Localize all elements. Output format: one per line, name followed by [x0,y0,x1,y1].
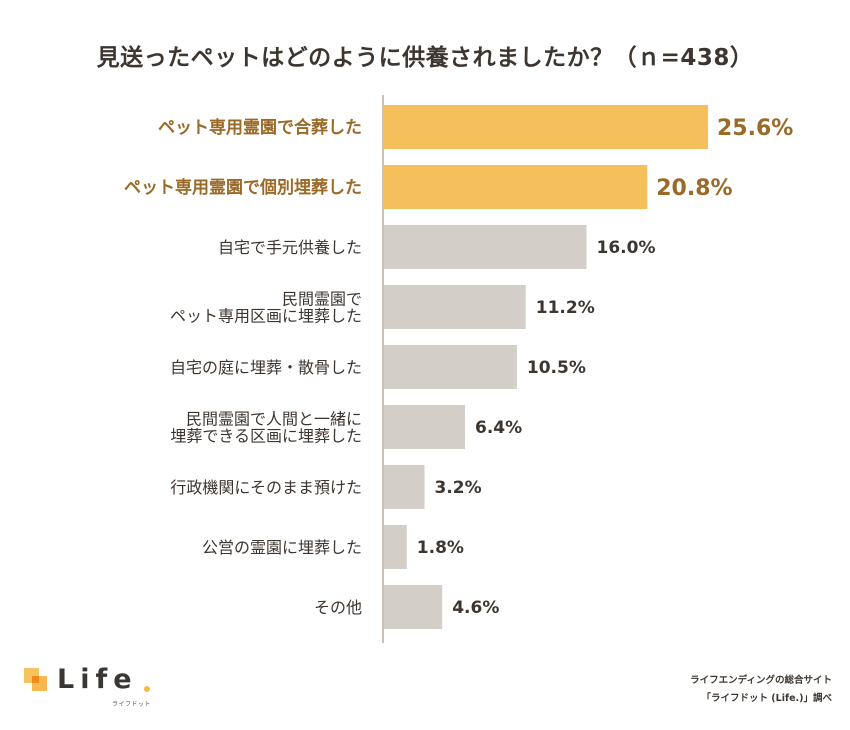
bar-8 [384,525,407,569]
value-label-9: 4.6% [452,598,499,618]
bar-1 [384,105,708,149]
category-label-line: 自宅で手元供養した [218,238,362,257]
category-label-6: 民間霊園で人間と一緒に埋葬できる区画に埋葬した [170,409,362,445]
value-label-5: 10.5% [527,358,586,378]
value-label-8: 1.8% [417,538,464,558]
category-label-line: 民間霊園で人間と一緒に [186,409,362,428]
category-label-3: 自宅で手元供養した [218,238,362,257]
category-label-line: 埋葬できる区画に埋葬した [170,426,362,445]
source-note: ライフエンディングの総合サイト 「ライフドット (Life.)」調べ [690,672,832,708]
logo-subtitle: ライフドット [112,701,152,708]
bar-2 [384,165,648,209]
source-line-1: ライフエンディングの総合サイト [690,675,832,686]
category-label-line: ペット専用霊園で合葬した [158,117,362,138]
category-label-line: 公営の霊園に埋葬した [202,538,362,557]
value-label-1: 25.6% [717,116,793,141]
category-label-5: 自宅の庭に埋葬・散骨した [170,358,362,377]
value-label-4: 11.2% [536,298,595,318]
bar-7 [384,465,425,509]
category-label-1: ペット専用霊園で合葬した [158,117,362,138]
category-label-line: ペット専用霊園で個別埋葬した [124,177,362,198]
category-label-line: 行政機関にそのまま預けた [170,478,362,497]
logo-dot-icon [144,686,150,692]
category-label-line: 民間霊園で [282,289,362,308]
chart-title: 見送ったペットはどのように供養されましたか？（ｎ=438） [96,45,754,71]
logo-text: Life [57,664,138,695]
bar-5 [384,345,517,389]
life-logo: Life ライフドット [24,664,164,713]
bar-6 [384,405,465,449]
value-label-2: 20.8% [656,176,732,201]
bar-4 [384,285,526,329]
category-label-line: 自宅の庭に埋葬・散骨した [170,358,362,377]
category-label-line: ペット専用区画に埋葬した [170,306,362,325]
category-label-2: ペット専用霊園で個別埋葬した [124,177,362,198]
bar-3 [384,225,587,269]
category-label-line: その他 [314,598,362,617]
value-label-6: 6.4% [475,418,522,438]
source-line-2: 「ライフドット (Life.)」調べ [701,693,833,704]
logo-overlap-icon [32,676,39,683]
value-label-3: 16.0% [597,238,656,258]
bar-9 [384,585,443,629]
category-label-8: 公営の霊園に埋葬した [202,538,362,557]
category-label-4: 民間霊園でペット専用区画に埋葬した [170,289,362,325]
category-label-7: 行政機関にそのまま預けた [170,478,362,497]
value-label-7: 3.2% [435,478,482,498]
category-label-9: その他 [314,598,362,617]
